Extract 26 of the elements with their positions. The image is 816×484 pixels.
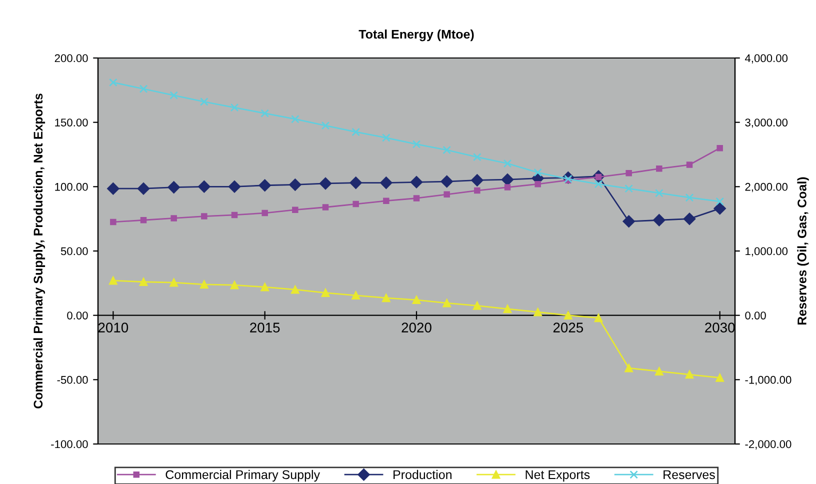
y2-tick-label: 4,000.00	[744, 54, 788, 64]
x-tick-label: 2010	[98, 322, 128, 332]
y2-tick-label: -2,000.00	[745, 440, 792, 450]
legend-label: Production	[394, 470, 452, 480]
y2-tick-label: -1,000.00	[745, 376, 792, 386]
y-tick-label: 0.00	[67, 312, 88, 320]
x-tick-label: 2030	[705, 322, 735, 332]
x-tick-label: 2025	[553, 322, 584, 332]
legend-label: Net Exports	[526, 470, 590, 482]
chart-title: Total Energy (Mtoe)	[358, 29, 474, 42]
y2-tick-label: 2,000.00	[745, 182, 788, 192]
y-tick-label: 150.00	[55, 118, 88, 126]
y-tick-label: 200.00	[54, 54, 88, 62]
y-tick-label: 100.00	[55, 182, 88, 191]
y-tick-label: -100.00	[51, 440, 88, 448]
x-tick-label: 2015	[250, 322, 280, 332]
y-axis-title: Commercial Primary Supply, Production, Net Exports	[33, 94, 46, 408]
y2-tick-label: 3,000.00	[745, 118, 788, 128]
y2-tick-label: 1,000.00	[746, 247, 788, 256]
legend-label: Commercial Primary Supply	[166, 470, 320, 482]
y-tick-label: -50.00	[57, 376, 88, 384]
x-tick-label: 2020	[402, 322, 432, 332]
y-tick-label: 50.00	[60, 247, 88, 256]
y2-tick-label: 0.00	[745, 312, 766, 320]
y2-axis-title: Reserves (Oil, Gas, Coal)	[797, 177, 809, 324]
legend-label: Reserves	[664, 470, 715, 480]
